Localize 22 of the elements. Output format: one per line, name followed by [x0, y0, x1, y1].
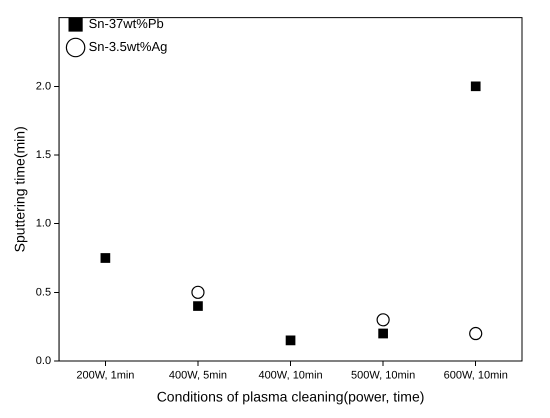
- point: [378, 328, 388, 338]
- y-tick-label: 0.5: [36, 286, 52, 298]
- y-tick-label: 1.5: [36, 148, 52, 161]
- point: [376, 313, 390, 326]
- y-tick-label: 0.0: [36, 355, 52, 368]
- legend-label: Sn-37wt%Pb: [88, 16, 164, 32]
- x-tick-label: 600W, 10min: [444, 370, 508, 382]
- x-axis-title: Conditions of plasma cleaning(power, time): [156, 388, 424, 404]
- point: [100, 253, 110, 263]
- point: [470, 81, 481, 92]
- x-tick-label: 500W, 10min: [351, 370, 416, 382]
- y-tick-label: 1.0: [36, 218, 52, 230]
- point: [286, 336, 296, 346]
- x-tick-label: 400W, 5min: [168, 370, 228, 382]
- x-tick-label: 400W, 10min: [258, 370, 323, 382]
- x-tick-label: 200W, 1min: [76, 370, 134, 382]
- point: [191, 286, 205, 299]
- legend-label: Sn-3.5wt%Ag: [88, 39, 168, 54]
- point: [193, 301, 203, 311]
- point: [469, 326, 482, 340]
- y-tick-label: 2.0: [36, 80, 52, 92]
- y-axis-title: Sputtering time(min): [11, 126, 28, 252]
